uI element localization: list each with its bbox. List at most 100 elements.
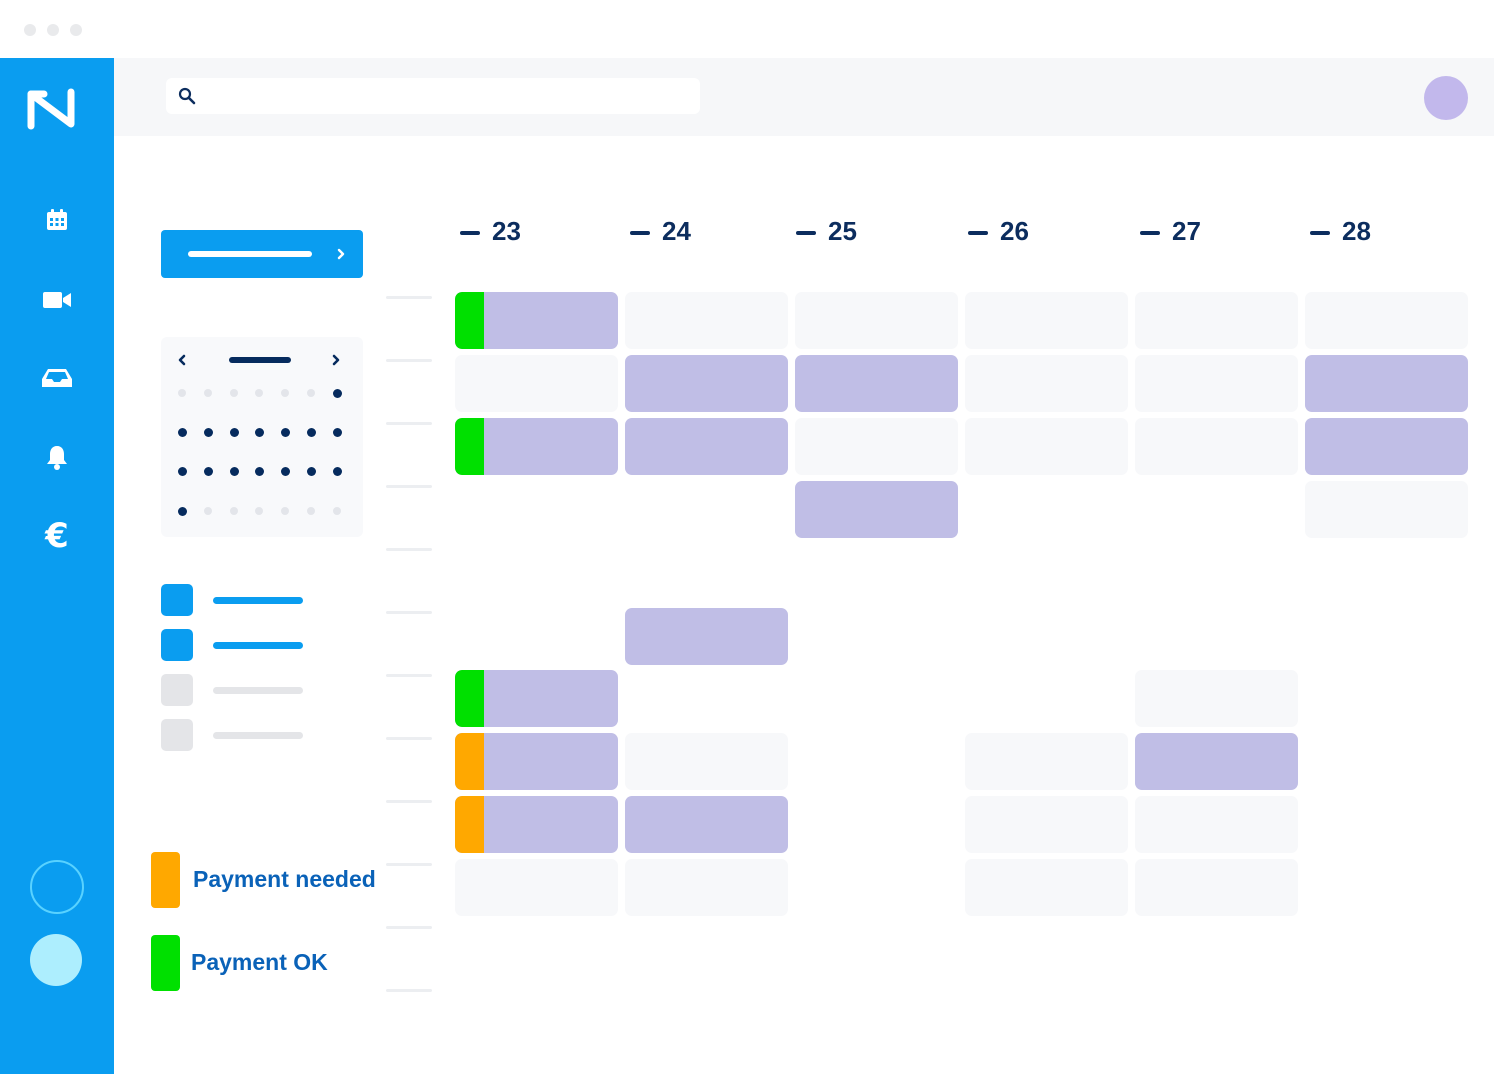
calendar-checkbox[interactable] <box>161 629 193 661</box>
sidebar-item-payments[interactable]: € <box>37 516 77 556</box>
video-camera-icon <box>43 292 71 308</box>
sidebar-item-inbox[interactable] <box>37 358 77 398</box>
mini-calendar-day[interactable] <box>255 507 264 515</box>
appointment-block[interactable] <box>1135 733 1298 790</box>
empty-time-slot[interactable] <box>1135 670 1298 727</box>
appointment-block[interactable] <box>455 292 618 349</box>
mini-calendar-day[interactable] <box>203 467 213 476</box>
mini-calendar-day[interactable] <box>307 507 315 515</box>
mini-calendar-day[interactable] <box>203 389 212 397</box>
appointment-block[interactable] <box>455 670 618 727</box>
search-input[interactable] <box>204 88 684 104</box>
mini-calendar-day[interactable] <box>229 389 238 397</box>
empty-time-slot[interactable] <box>455 355 618 412</box>
legend-label: Payment needed <box>193 866 376 892</box>
empty-time-slot[interactable] <box>965 859 1128 916</box>
day-header[interactable]: 23 <box>460 216 521 247</box>
mini-calendar-day[interactable] <box>332 507 341 515</box>
mini-calendar-day[interactable] <box>281 467 291 476</box>
appointment-block[interactable] <box>625 355 788 412</box>
empty-time-slot[interactable] <box>1135 859 1298 916</box>
mini-calendar-day[interactable] <box>255 467 265 476</box>
appointment-block[interactable] <box>455 418 618 475</box>
mini-calendar-day[interactable] <box>307 428 316 437</box>
appointment-block[interactable] <box>625 796 788 853</box>
legend-swatch <box>151 935 180 991</box>
empty-time-slot[interactable] <box>625 733 788 790</box>
time-slot-line <box>386 989 432 992</box>
empty-time-slot[interactable] <box>965 355 1128 412</box>
mini-calendar-day[interactable] <box>307 467 316 476</box>
mini-calendar-day[interactable] <box>332 428 342 437</box>
window-dot[interactable] <box>47 24 59 36</box>
empty-time-slot[interactable] <box>625 292 788 349</box>
day-header[interactable]: 28 <box>1310 216 1371 247</box>
calendar-checkbox[interactable] <box>161 674 193 706</box>
mini-calendar-day[interactable] <box>203 428 213 437</box>
mini-calendar-day[interactable] <box>203 507 212 515</box>
appointment-block[interactable] <box>795 481 958 538</box>
empty-time-slot[interactable] <box>1305 481 1468 538</box>
mini-calendar-day[interactable] <box>281 428 291 437</box>
appointment-block[interactable] <box>455 796 618 853</box>
mini-calendar-day[interactable] <box>281 507 290 515</box>
appointment-block[interactable] <box>455 733 618 790</box>
time-slot-line <box>386 800 432 803</box>
calendar-list-item[interactable] <box>161 584 381 616</box>
window-dot[interactable] <box>70 24 82 36</box>
mini-calendar-day[interactable] <box>178 467 187 476</box>
mini-calendar-day[interactable] <box>229 428 239 437</box>
empty-time-slot[interactable] <box>965 292 1128 349</box>
empty-time-slot[interactable] <box>1135 355 1298 412</box>
day-header[interactable]: 27 <box>1140 216 1201 247</box>
primary-action-button[interactable] <box>161 230 363 278</box>
empty-time-slot[interactable] <box>1135 418 1298 475</box>
chevron-left-icon[interactable] <box>175 353 189 367</box>
mini-calendar-day[interactable] <box>281 389 290 397</box>
empty-time-slot[interactable] <box>965 733 1128 790</box>
empty-time-slot[interactable] <box>1135 796 1298 853</box>
calendar-name-placeholder <box>213 642 303 649</box>
empty-time-slot[interactable] <box>965 418 1128 475</box>
calendar-checkbox[interactable] <box>161 719 193 751</box>
empty-time-slot[interactable] <box>455 859 618 916</box>
empty-time-slot[interactable] <box>1305 292 1468 349</box>
time-slot-line <box>386 863 432 866</box>
app-logo[interactable] <box>26 86 82 132</box>
day-header[interactable]: 26 <box>968 216 1029 247</box>
calendar-list-item[interactable] <box>161 674 381 706</box>
mini-calendar-day[interactable] <box>229 467 239 476</box>
appointment-block[interactable] <box>625 608 788 665</box>
sidebar-item-calendar[interactable] <box>37 200 77 240</box>
chevron-right-icon[interactable] <box>329 353 343 367</box>
avatar[interactable] <box>1424 76 1468 120</box>
empty-time-slot[interactable] <box>625 859 788 916</box>
mini-calendar-day[interactable] <box>332 389 342 398</box>
empty-time-slot[interactable] <box>1135 292 1298 349</box>
appointment-block[interactable] <box>795 355 958 412</box>
day-header[interactable]: 24 <box>630 216 691 247</box>
window-dot[interactable] <box>24 24 36 36</box>
day-header[interactable]: 25 <box>796 216 857 247</box>
calendar-list-item[interactable] <box>161 719 381 751</box>
calendar-checkbox[interactable] <box>161 584 193 616</box>
empty-time-slot[interactable] <box>965 796 1128 853</box>
empty-time-slot[interactable] <box>795 418 958 475</box>
appointment-block[interactable] <box>1305 418 1468 475</box>
appointment-block[interactable] <box>1305 355 1468 412</box>
mini-calendar-day[interactable] <box>332 467 342 476</box>
mini-calendar-day[interactable] <box>255 389 264 397</box>
mini-calendar-day[interactable] <box>178 428 187 437</box>
mini-calendar-day[interactable] <box>307 389 315 397</box>
sidebar-item-notifications[interactable] <box>37 437 77 477</box>
profile-button[interactable] <box>30 934 82 986</box>
mini-calendar-day[interactable] <box>229 507 238 515</box>
calendar-list-item[interactable] <box>161 629 381 661</box>
sidebar-item-video[interactable] <box>37 280 77 320</box>
mini-calendar-day[interactable] <box>178 389 186 397</box>
mini-calendar-day[interactable] <box>255 428 265 437</box>
appointment-block[interactable] <box>625 418 788 475</box>
help-button[interactable] <box>30 860 84 914</box>
mini-calendar-day[interactable] <box>178 507 187 516</box>
empty-time-slot[interactable] <box>795 292 958 349</box>
